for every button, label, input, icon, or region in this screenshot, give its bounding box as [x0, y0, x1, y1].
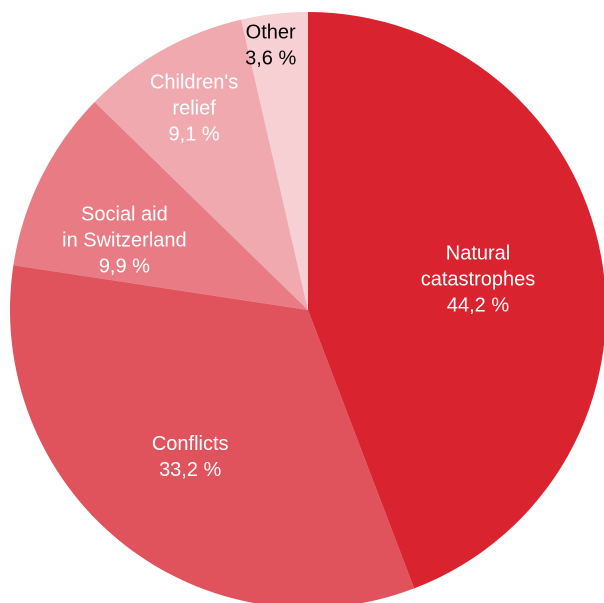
slice-category-text: catastrophes — [421, 269, 536, 291]
pie-slice-label-2: Social aid in Switzerland 9,9 % — [62, 204, 187, 278]
slice-value-text: 9,9 % — [99, 256, 150, 278]
pie-slice-label-0: Natural catastrophes 44,2 % — [421, 243, 536, 317]
pie-labels: Natural catastrophes 44,2 % Conflicts 33,2 %… — [62, 21, 535, 481]
pie-slice-label-4: Other 3,6 % — [245, 21, 296, 69]
slice-value-text: 33,2 % — [159, 459, 221, 481]
pie-slice-2 — [13, 101, 308, 310]
slice-category-text: Children's — [150, 71, 238, 93]
pie-slice-label-1: Conflicts 33,2 % — [152, 433, 229, 481]
pie-slice-4 — [241, 12, 308, 310]
slice-category-text: Natural — [446, 243, 510, 265]
pie-slice-3 — [94, 19, 309, 311]
slice-category-text: Other — [246, 21, 296, 43]
slice-value-text: 3,6 % — [245, 47, 296, 69]
pie-slice-1 — [10, 265, 415, 603]
slice-category-text: Conflicts — [152, 433, 229, 455]
slice-value-text: 44,2 % — [447, 295, 509, 317]
pie-slice-0 — [308, 12, 604, 589]
pie-slice-label-3: Children's relief 9,1 % — [150, 71, 238, 145]
slice-category-text: relief — [172, 97, 216, 119]
pie-slices — [10, 12, 604, 603]
slice-category-text: in Switzerland — [62, 230, 187, 252]
slice-value-text: 9,1 % — [169, 123, 220, 145]
slice-category-text: Social aid — [81, 204, 168, 226]
